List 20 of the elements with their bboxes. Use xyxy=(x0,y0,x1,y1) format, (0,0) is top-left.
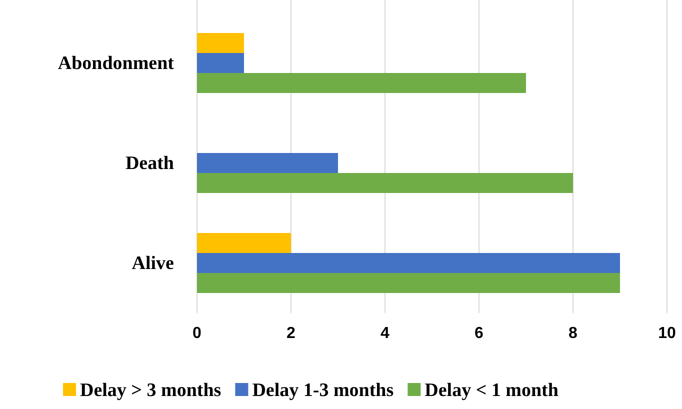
bar xyxy=(197,73,526,93)
bar xyxy=(197,33,244,53)
y-tick-label: Death xyxy=(125,153,174,174)
bar xyxy=(197,233,291,253)
bar xyxy=(197,153,338,173)
bar xyxy=(197,273,620,293)
x-tick-label: 8 xyxy=(568,325,578,342)
y-tick-label: Alive xyxy=(132,253,174,274)
x-tick-label: 0 xyxy=(192,325,202,342)
bar xyxy=(197,253,620,273)
x-tick-label: 2 xyxy=(286,325,296,342)
y-tick-label: Abondonment xyxy=(58,53,175,74)
bar xyxy=(197,173,573,193)
legend-label: Delay < 1 month xyxy=(424,380,559,401)
x-tick-label: 4 xyxy=(380,325,390,342)
bar xyxy=(197,53,244,73)
legend-label: Delay > 3 months xyxy=(80,380,222,401)
legend-label: Delay 1-3 months xyxy=(252,380,394,401)
x-tick-label: 10 xyxy=(658,325,676,342)
x-tick-label: 6 xyxy=(474,325,484,342)
